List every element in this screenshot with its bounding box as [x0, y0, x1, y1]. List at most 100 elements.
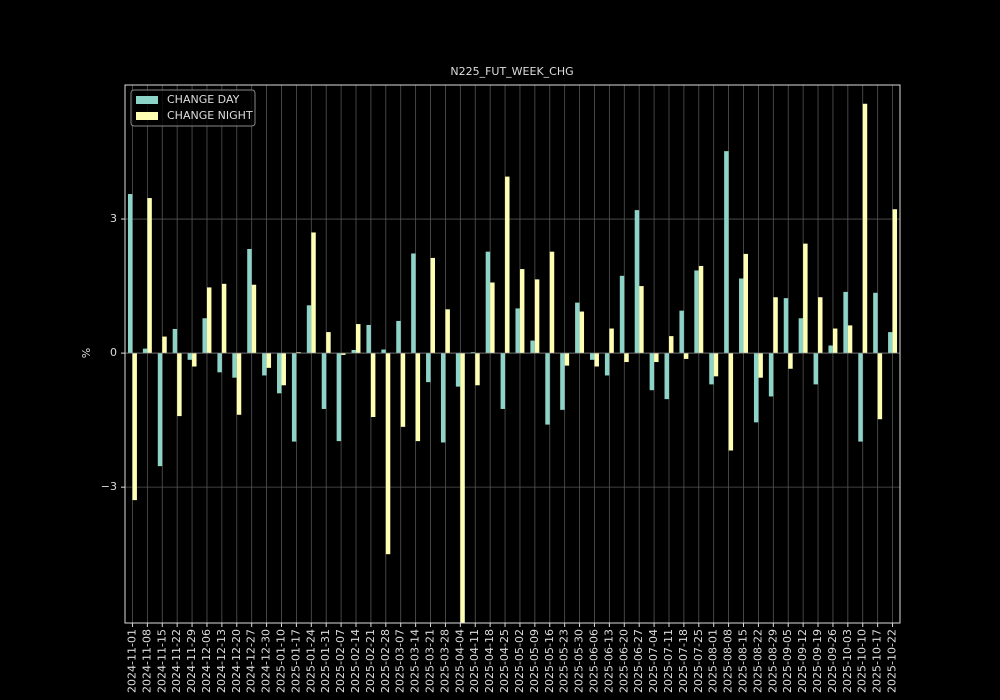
- bar: [291, 353, 297, 442]
- bar: [679, 310, 684, 354]
- bar: [157, 353, 163, 467]
- y-tick-label: 0: [110, 346, 117, 359]
- y-tick-label: 3: [110, 212, 117, 225]
- x-tick-label: 2025-01-24: [304, 629, 317, 693]
- x-tick-label: 2025-03-07: [394, 629, 407, 693]
- bar: [624, 353, 629, 363]
- bar: [728, 353, 734, 451]
- x-tick-label: 2025-07-04: [647, 629, 660, 693]
- bar: [649, 353, 655, 391]
- x-tick-label: 2025-08-15: [737, 629, 750, 693]
- bar: [475, 353, 480, 386]
- bar: [172, 328, 178, 354]
- x-tick-label: 2024-11-29: [185, 629, 198, 693]
- bar: [206, 287, 212, 354]
- bar: [351, 349, 357, 354]
- x-tick-label: 2025-05-23: [558, 629, 571, 693]
- bar: [530, 340, 535, 354]
- bar: [247, 248, 252, 354]
- bar: [236, 353, 242, 415]
- bar: [177, 353, 182, 417]
- bar: [634, 210, 640, 354]
- bar: [127, 194, 133, 354]
- x-tick-label: 2025-06-20: [617, 629, 630, 693]
- bar: [411, 253, 416, 354]
- bar: [426, 353, 431, 383]
- x-tick-label: 2025-10-17: [871, 629, 884, 693]
- x-tick-label: 2025-05-09: [528, 629, 541, 693]
- bar: [694, 270, 699, 354]
- bar: [430, 257, 435, 354]
- bar: [549, 251, 555, 354]
- bar: [311, 232, 316, 354]
- bar: [132, 353, 137, 501]
- bar: [147, 198, 152, 354]
- bar: [698, 265, 704, 354]
- legend-swatch: [136, 112, 158, 120]
- bar: [321, 353, 327, 409]
- bar: [490, 282, 495, 354]
- bar: [843, 291, 848, 354]
- bar: [277, 353, 282, 394]
- bar: [519, 269, 525, 354]
- x-tick-label: 2025-06-27: [632, 629, 645, 693]
- bar: [798, 318, 804, 354]
- bar: [892, 209, 898, 354]
- x-tick-label: 2025-02-28: [379, 629, 392, 693]
- bar: [594, 353, 599, 367]
- bar: [758, 353, 763, 378]
- x-tick-label: 2025-03-21: [424, 629, 437, 693]
- x-tick-label: 2025-10-10: [856, 629, 869, 693]
- x-tick-label: 2025-07-11: [662, 629, 675, 693]
- bar: [664, 353, 669, 400]
- bar: [818, 297, 823, 354]
- bar: [296, 352, 301, 354]
- bar: [460, 353, 465, 623]
- x-tick-label: 2025-10-22: [886, 629, 899, 693]
- bar: [306, 305, 312, 354]
- bar: [560, 353, 565, 410]
- plot-frame: [124, 84, 901, 624]
- x-tick-label: 2025-06-06: [587, 629, 600, 693]
- bar: [590, 353, 595, 360]
- bar: [773, 297, 778, 354]
- x-tick-label: 2025-04-04: [453, 629, 466, 693]
- x-tick-label: 2025-04-18: [483, 629, 496, 693]
- x-tick-label: 2025-05-16: [543, 629, 556, 693]
- bar: [262, 353, 267, 376]
- x-tick-label: 2025-04-11: [468, 629, 481, 693]
- bar: [281, 353, 286, 386]
- bar: [709, 353, 714, 385]
- x-tick-label: 2025-03-28: [438, 629, 451, 693]
- bar: [470, 352, 476, 354]
- bar: [385, 353, 391, 555]
- x-tick-label: 2025-05-30: [573, 629, 586, 693]
- chart-title: N225_FUT_WEEK_CHG: [450, 65, 573, 78]
- x-tick-label: 2024-12-20: [230, 629, 243, 693]
- bar: [440, 353, 446, 443]
- legend-label: CHANGE NIGHT: [167, 109, 253, 122]
- bar: [266, 353, 272, 368]
- x-tick-label: 2025-02-21: [364, 629, 377, 693]
- bar: [828, 345, 833, 354]
- bar: [370, 353, 376, 418]
- x-tick-label: 2025-05-02: [513, 629, 526, 693]
- bar: [500, 353, 506, 409]
- x-tick-label: 2024-12-30: [260, 629, 273, 693]
- x-tick-label: 2024-11-01: [125, 629, 138, 693]
- x-tick-label: 2025-09-12: [796, 629, 809, 693]
- bar: [743, 253, 748, 354]
- bar: [832, 328, 838, 354]
- bar: [604, 353, 610, 376]
- bar: [381, 349, 386, 354]
- y-tick-label: −3: [101, 480, 117, 493]
- bar: [813, 353, 819, 385]
- bar: [739, 278, 744, 354]
- bar: [783, 298, 789, 354]
- bar: [619, 275, 625, 354]
- bar: [858, 353, 863, 442]
- x-tick-label: 2025-08-01: [707, 629, 720, 693]
- bar: [713, 353, 719, 377]
- x-tick-label: 2025-07-25: [692, 629, 705, 693]
- bar: [400, 353, 406, 427]
